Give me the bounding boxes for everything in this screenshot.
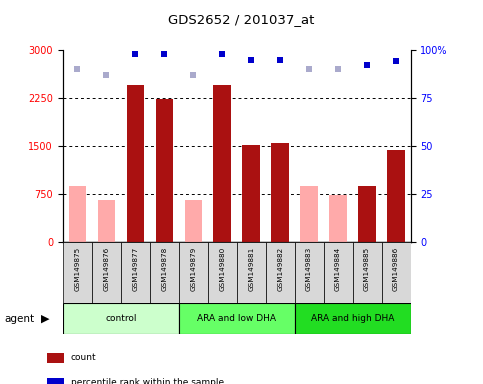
Bar bbox=[324, 242, 353, 303]
Bar bbox=[353, 242, 382, 303]
Point bbox=[218, 51, 226, 57]
Text: control: control bbox=[105, 314, 137, 323]
Text: GSM149875: GSM149875 bbox=[74, 247, 80, 291]
Bar bbox=[63, 242, 92, 303]
Text: GSM149883: GSM149883 bbox=[306, 247, 312, 291]
Bar bbox=[387, 150, 405, 242]
Bar bbox=[329, 195, 347, 242]
Bar bbox=[208, 242, 237, 303]
Point bbox=[334, 66, 342, 72]
Bar bbox=[295, 303, 411, 334]
Bar bbox=[63, 303, 179, 334]
Text: ▶: ▶ bbox=[41, 314, 50, 324]
Text: GSM149885: GSM149885 bbox=[364, 247, 370, 291]
Text: GDS2652 / 201037_at: GDS2652 / 201037_at bbox=[168, 13, 315, 26]
Text: percentile rank within the sample: percentile rank within the sample bbox=[71, 378, 224, 384]
Bar bbox=[237, 242, 266, 303]
Text: GSM149879: GSM149879 bbox=[190, 247, 196, 291]
Bar bbox=[382, 242, 411, 303]
Bar bbox=[300, 186, 318, 242]
Bar bbox=[156, 99, 173, 242]
Bar bbox=[121, 242, 150, 303]
Text: GSM149881: GSM149881 bbox=[248, 247, 254, 291]
Bar bbox=[179, 303, 295, 334]
Bar bbox=[98, 200, 115, 242]
Bar bbox=[242, 145, 260, 242]
Point bbox=[102, 72, 110, 78]
Text: agent: agent bbox=[5, 314, 35, 324]
Point bbox=[305, 66, 313, 72]
Bar bbox=[47, 378, 64, 384]
Text: GSM149886: GSM149886 bbox=[393, 247, 399, 291]
Text: GSM149882: GSM149882 bbox=[277, 247, 283, 291]
Bar bbox=[295, 242, 324, 303]
Text: ARA and high DHA: ARA and high DHA bbox=[311, 314, 394, 323]
Bar bbox=[92, 242, 121, 303]
Bar bbox=[185, 200, 202, 242]
Point bbox=[276, 56, 284, 63]
Text: GSM149876: GSM149876 bbox=[103, 247, 109, 291]
Point bbox=[160, 51, 168, 57]
Bar bbox=[266, 242, 295, 303]
Bar bbox=[47, 353, 64, 363]
Point bbox=[363, 62, 371, 68]
Point bbox=[392, 58, 400, 65]
Bar bbox=[358, 186, 376, 242]
Point bbox=[131, 51, 139, 57]
Text: GSM149877: GSM149877 bbox=[132, 247, 138, 291]
Text: GSM149880: GSM149880 bbox=[219, 247, 225, 291]
Bar bbox=[127, 85, 144, 242]
Text: GSM149884: GSM149884 bbox=[335, 247, 341, 291]
Point bbox=[73, 66, 81, 72]
Bar bbox=[150, 242, 179, 303]
Text: count: count bbox=[71, 353, 96, 362]
Text: ARA and low DHA: ARA and low DHA bbox=[197, 314, 276, 323]
Bar bbox=[179, 242, 208, 303]
Bar bbox=[271, 143, 289, 242]
Bar bbox=[213, 85, 231, 242]
Point bbox=[189, 72, 197, 78]
Point bbox=[247, 56, 255, 63]
Bar bbox=[69, 186, 86, 242]
Text: GSM149878: GSM149878 bbox=[161, 247, 167, 291]
